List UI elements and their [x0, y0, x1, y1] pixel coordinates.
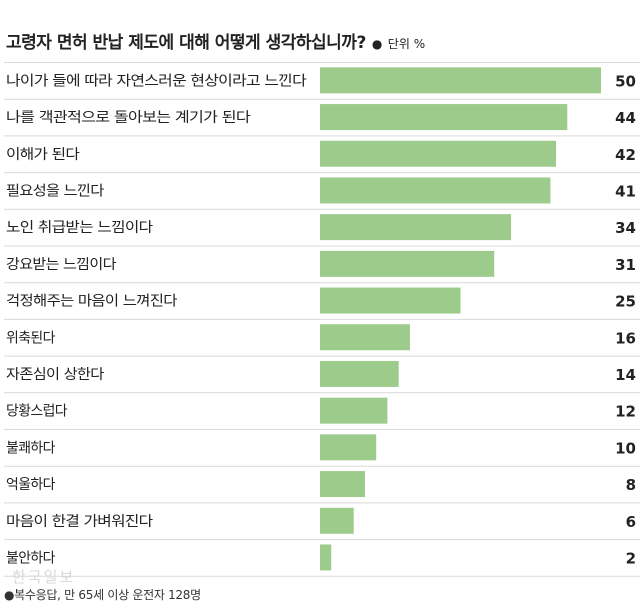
bar [320, 507, 354, 534]
category-label: 억울하다 [6, 477, 56, 493]
value-label: 2 [626, 549, 636, 567]
bar [320, 360, 399, 387]
bar [320, 67, 601, 94]
category-label: 필요성을 느낀다 [6, 183, 104, 199]
value-label: 50 [615, 72, 636, 90]
category-label: 이해가 된다 [6, 147, 80, 163]
unit-marker: ● [371, 37, 382, 51]
watermark: 한국일보 [12, 568, 76, 586]
value-label: 8 [626, 476, 636, 494]
bar [320, 250, 495, 277]
category-label: 자존심이 상한다 [6, 367, 104, 383]
bar-chart: 나이가 들에 따라 자연스러운 현상이라고 느낀다 50 나를 객관적으로 돌아보는… [4, 62, 640, 577]
category-label: 위축된다 [6, 330, 56, 346]
value-label: 42 [615, 146, 636, 164]
bar [320, 324, 410, 351]
value-label: 31 [615, 256, 636, 274]
value-label: 12 [615, 403, 636, 421]
category-label: 노인 취급받는 느낌이다 [6, 220, 153, 236]
category-label: 마음이 한결 가벼워진다 [6, 514, 153, 530]
value-label: 16 [615, 329, 636, 347]
bar [320, 287, 461, 314]
value-label: 25 [615, 293, 636, 311]
bar [320, 140, 557, 167]
category-label: 나를 객관적으로 돌아보는 계기가 된다 [6, 110, 251, 126]
category-label: 걱정해주는 마음이 느껴진다 [6, 294, 178, 310]
category-label: 당황스럽다 [6, 404, 68, 420]
bar [320, 471, 365, 498]
category-label: 강요받는 느낌이다 [6, 257, 117, 273]
category-label: 불안하다 [6, 550, 56, 566]
value-label: 41 [615, 182, 636, 200]
bar [320, 214, 512, 241]
footnote: ●복수응답, 만 65세 이상 운전자 128명 [4, 588, 201, 602]
category-label: 나이가 들에 따라 자연스러운 현상이라고 느낀다 [6, 73, 307, 89]
bar [320, 544, 332, 571]
value-label: 6 [626, 513, 636, 531]
value-label: 44 [615, 109, 636, 127]
bar [320, 177, 551, 204]
value-label: 14 [615, 366, 636, 384]
unit-label: 단위 % [387, 37, 426, 51]
category-label: 불쾌하다 [6, 440, 56, 456]
bar [320, 104, 568, 131]
bar [320, 397, 388, 424]
value-label: 34 [615, 219, 636, 237]
chart-title-text: 고령자 면허 반납 제도에 대해 어떻게 생각하십니까? [6, 33, 366, 53]
value-label: 10 [615, 439, 636, 457]
chart-title: 고령자 면허 반납 제도에 대해 어떻게 생각하십니까? ● 단위 % [6, 30, 425, 56]
bar [320, 434, 377, 461]
